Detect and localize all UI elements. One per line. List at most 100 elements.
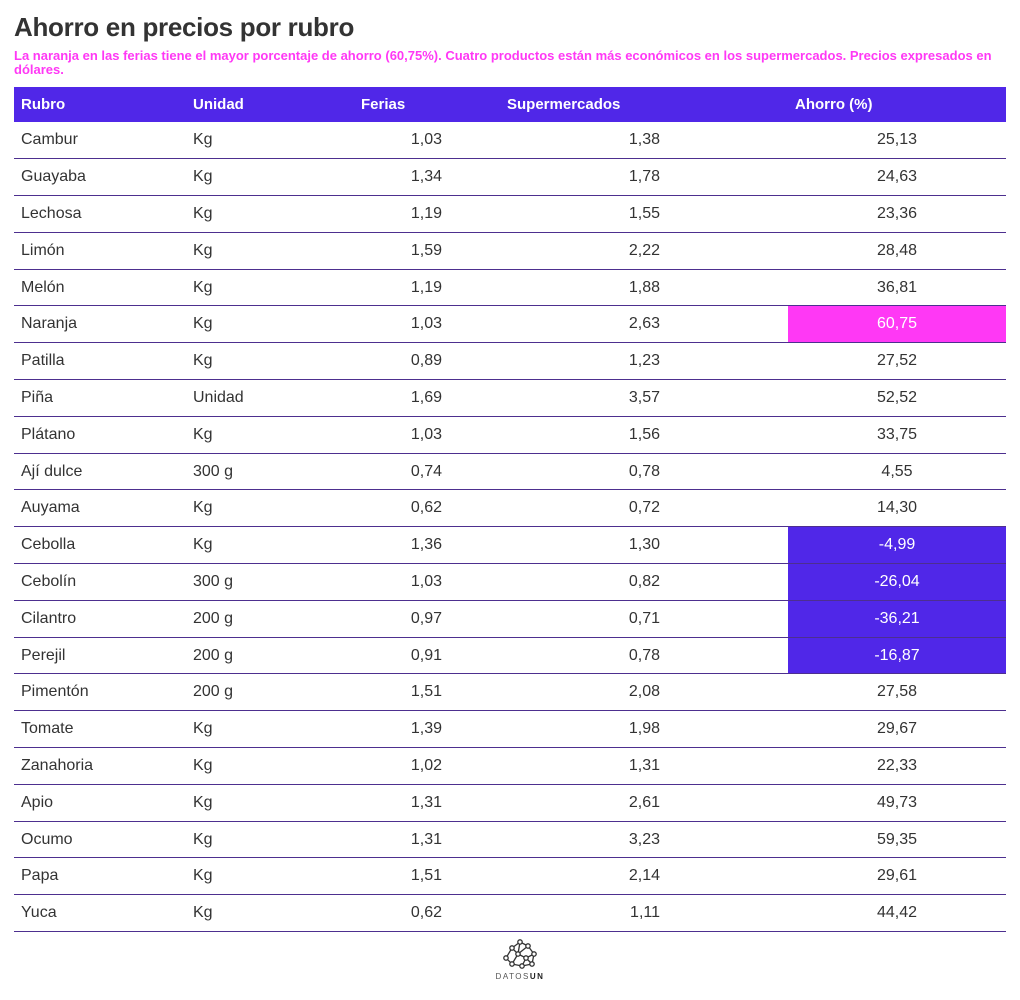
table-row: Guayaba Kg 1,34 1,78 24,63 — [14, 158, 1006, 197]
cell-ahorro: 60,75 — [788, 305, 1006, 344]
cell-rubro: Papa — [14, 857, 186, 896]
cell-ahorro: -26,04 — [788, 563, 1006, 601]
cell-ferias: 1,19 — [352, 269, 500, 307]
cell-ferias: 1,03 — [352, 305, 500, 344]
cell-ahorro: 29,61 — [788, 857, 1006, 896]
table-row: Perejil 200 g 0,91 0,78 -16,87 — [14, 637, 1006, 675]
cell-supermercados: 1,78 — [500, 158, 788, 197]
cell-ferias: 0,74 — [352, 453, 500, 491]
logo-wordmark: DATOSUN — [495, 972, 545, 981]
cell-ahorro: 24,63 — [788, 158, 1006, 197]
cell-unidad: Kg — [186, 784, 352, 822]
cell-unidad: Kg — [186, 710, 352, 749]
cell-ferias: 0,91 — [352, 637, 500, 675]
cell-unidad: Kg — [186, 342, 352, 381]
table-row: Cambur Kg 1,03 1,38 25,13 — [14, 122, 1006, 160]
cell-unidad: Unidad — [186, 379, 352, 417]
cell-rubro: Yuca — [14, 894, 186, 933]
cell-ahorro: 29,67 — [788, 710, 1006, 749]
cell-supermercados: 0,78 — [500, 637, 788, 675]
cell-supermercados: 0,82 — [500, 563, 788, 601]
table-row: Auyama Kg 0,62 0,72 14,30 — [14, 489, 1006, 528]
table-row: Pimentón 200 g 1,51 2,08 27,58 — [14, 673, 1006, 712]
cell-ferias: 0,62 — [352, 489, 500, 528]
cell-ahorro: 33,75 — [788, 416, 1006, 454]
page-title: Ahorro en precios por rubro — [14, 12, 355, 42]
cell-unidad: Kg — [186, 489, 352, 528]
table-row: Cebolla Kg 1,36 1,30 -4,99 — [14, 526, 1006, 565]
cell-rubro: Perejil — [14, 637, 186, 675]
cell-ahorro: -4,99 — [788, 526, 1006, 565]
cell-rubro: Limón — [14, 232, 186, 270]
cell-ferias: 1,31 — [352, 784, 500, 822]
table-row: Melón Kg 1,19 1,88 36,81 — [14, 269, 1006, 307]
cell-rubro: Zanahoria — [14, 747, 186, 785]
cell-supermercados: 2,63 — [500, 305, 788, 344]
cell-ahorro: -36,21 — [788, 600, 1006, 638]
cell-rubro: Lechosa — [14, 195, 186, 233]
cell-unidad: 300 g — [186, 563, 352, 601]
cell-ahorro: 59,35 — [788, 821, 1006, 859]
cell-ahorro: 23,36 — [788, 195, 1006, 233]
page-subtitle: La naranja en las ferias tiene el mayor … — [14, 48, 992, 77]
cell-ferias: 1,03 — [352, 122, 500, 160]
cell-supermercados: 0,78 — [500, 453, 788, 491]
cell-supermercados: 3,57 — [500, 379, 788, 417]
cell-rubro: Naranja — [14, 305, 186, 344]
cell-ferias: 0,97 — [352, 600, 500, 638]
column-header-ferias: Ferias — [352, 87, 500, 122]
cell-unidad: 300 g — [186, 453, 352, 491]
cell-unidad: Kg — [186, 857, 352, 896]
cell-unidad: Kg — [186, 269, 352, 307]
column-header-unidad: Unidad — [186, 87, 352, 122]
table-row: Cebolín 300 g 1,03 0,82 -26,04 — [14, 563, 1006, 601]
cell-ahorro: 27,52 — [788, 342, 1006, 381]
cell-rubro: Cebolín — [14, 563, 186, 601]
cell-supermercados: 1,56 — [500, 416, 788, 454]
cell-supermercados: 2,08 — [500, 673, 788, 712]
cell-rubro: Cambur — [14, 122, 186, 160]
cell-rubro: Patilla — [14, 342, 186, 381]
cell-ahorro: 25,13 — [788, 122, 1006, 160]
table-row: Patilla Kg 0,89 1,23 27,52 — [14, 342, 1006, 381]
table-row: Ocumo Kg 1,31 3,23 59,35 — [14, 821, 1006, 859]
cell-supermercados: 0,72 — [500, 489, 788, 528]
cell-unidad: Kg — [186, 122, 352, 160]
cell-unidad: Kg — [186, 526, 352, 565]
table-row: Lechosa Kg 1,19 1,55 23,36 — [14, 195, 1006, 233]
cell-ferias: 1,02 — [352, 747, 500, 785]
cell-ferias: 1,19 — [352, 195, 500, 233]
cell-rubro: Melón — [14, 269, 186, 307]
cell-ferias: 1,03 — [352, 416, 500, 454]
cell-rubro: Cilantro — [14, 600, 186, 638]
cell-supermercados: 1,23 — [500, 342, 788, 381]
cell-rubro: Guayaba — [14, 158, 186, 197]
cell-unidad: Kg — [186, 232, 352, 270]
table-row: Yuca Kg 0,62 1,11 44,42 — [14, 894, 1006, 933]
cell-ferias: 1,39 — [352, 710, 500, 749]
table-row: Limón Kg 1,59 2,22 28,48 — [14, 232, 1006, 270]
cell-rubro: Plátano — [14, 416, 186, 454]
cell-ahorro: 36,81 — [788, 269, 1006, 307]
cell-supermercados: 2,61 — [500, 784, 788, 822]
cell-ferias: 1,03 — [352, 563, 500, 601]
cell-rubro: Auyama — [14, 489, 186, 528]
cell-rubro: Ají dulce — [14, 453, 186, 491]
cell-rubro: Tomate — [14, 710, 186, 749]
table-row: Plátano Kg 1,03 1,56 33,75 — [14, 416, 1006, 454]
cell-ahorro: 22,33 — [788, 747, 1006, 785]
cell-ferias: 1,31 — [352, 821, 500, 859]
cell-ferias: 0,89 — [352, 342, 500, 381]
table-row: Zanahoria Kg 1,02 1,31 22,33 — [14, 747, 1006, 785]
cell-ahorro: 27,58 — [788, 673, 1006, 712]
cell-ferias: 0,62 — [352, 894, 500, 933]
column-header-ahorro: Ahorro (%) — [788, 87, 1006, 122]
column-header-rubro: Rubro — [14, 87, 186, 122]
cell-ahorro: 44,42 — [788, 894, 1006, 933]
cell-unidad: Kg — [186, 305, 352, 344]
cell-supermercados: 2,14 — [500, 857, 788, 896]
cell-supermercados: 0,71 — [500, 600, 788, 638]
table-row: Apio Kg 1,31 2,61 49,73 — [14, 784, 1006, 822]
cell-supermercados: 1,38 — [500, 122, 788, 160]
cell-ferias: 1,51 — [352, 857, 500, 896]
